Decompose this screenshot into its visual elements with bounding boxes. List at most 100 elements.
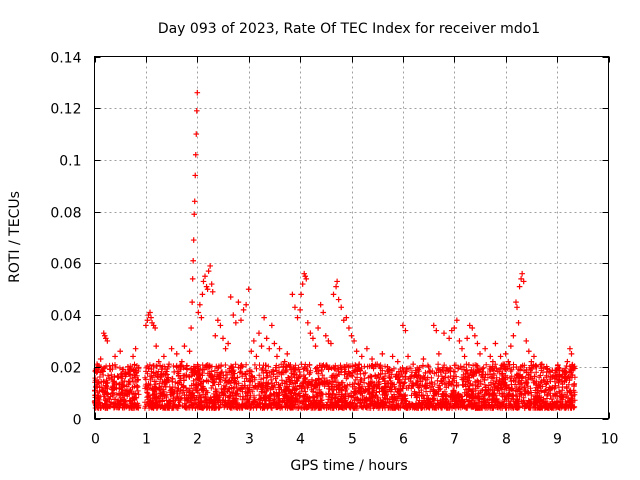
- data-point: [266, 345, 273, 352]
- data-point: [271, 340, 278, 347]
- data-point: [193, 131, 200, 137]
- data-point: [351, 338, 357, 344]
- y-tick-label: 0.08: [50, 206, 81, 222]
- data-point: [279, 369, 285, 375]
- data-point: [433, 327, 440, 334]
- data-point: [302, 273, 309, 280]
- data-point: [358, 353, 365, 360]
- data-point: [153, 343, 159, 349]
- data-point: [405, 353, 411, 360]
- data-point: [513, 299, 519, 305]
- data-point: [220, 335, 226, 342]
- data-point: [410, 361, 416, 367]
- data-point: [281, 358, 288, 365]
- data-point: [436, 351, 442, 357]
- data-point: [97, 356, 104, 362]
- data-point: [147, 309, 153, 316]
- gridlines: [94, 56, 609, 419]
- data-point: [487, 353, 494, 360]
- data-point: [289, 291, 296, 298]
- data-point: [202, 273, 208, 280]
- data-point: [400, 322, 406, 329]
- data-point: [335, 296, 342, 303]
- data-point: [338, 304, 345, 311]
- data-point: [353, 348, 360, 355]
- x-tick-label: 3: [245, 432, 254, 448]
- data-point: [310, 335, 316, 342]
- data-point: [464, 335, 470, 342]
- data-point: [204, 286, 211, 293]
- data-point: [189, 276, 196, 282]
- x-tick-label: 9: [553, 432, 562, 448]
- data-point: [430, 322, 437, 329]
- data-point: [188, 325, 194, 331]
- data-point: [125, 363, 131, 370]
- data-point: [186, 348, 193, 355]
- data-point: [323, 332, 329, 339]
- data-point: [235, 299, 242, 305]
- data-point: [130, 353, 136, 360]
- x-tick-label: 6: [399, 432, 408, 448]
- data-point: [325, 338, 332, 344]
- data-point: [346, 325, 352, 331]
- data-point: [173, 351, 180, 357]
- data-point: [497, 353, 504, 360]
- data-point: [109, 384, 116, 391]
- data-point: [334, 278, 340, 285]
- data-point: [215, 317, 221, 324]
- data-point: [261, 314, 267, 321]
- data-point: [514, 304, 520, 311]
- data-point: [100, 330, 107, 336]
- data-point: [163, 376, 170, 383]
- x-tick-label: 0: [91, 432, 100, 448]
- data-point: [179, 358, 185, 365]
- data-point: [307, 330, 314, 336]
- data-point: [374, 361, 380, 367]
- data-point: [212, 332, 219, 339]
- data-point: [122, 369, 129, 375]
- data-point: [333, 283, 339, 290]
- data-point: [190, 257, 196, 264]
- y-tick-label: 0.14: [50, 51, 81, 67]
- data-point: [533, 363, 540, 370]
- data-point: [155, 358, 162, 365]
- data-point: [568, 351, 575, 357]
- data-point: [510, 332, 517, 339]
- data-point: [312, 343, 319, 349]
- data-point: [208, 281, 215, 287]
- data-point: [502, 351, 509, 357]
- data-point: [482, 345, 488, 352]
- data-point: [554, 376, 560, 383]
- data-point: [477, 351, 483, 357]
- data-point: [402, 327, 409, 334]
- data-point: [454, 317, 460, 324]
- data-point: [516, 283, 523, 290]
- data-point: [456, 338, 463, 344]
- data-point: [256, 330, 262, 336]
- data-point: [94, 361, 100, 367]
- data-point: [230, 312, 237, 318]
- data-point: [127, 387, 134, 393]
- data-point: [556, 371, 563, 378]
- x-tick-label: 2: [193, 432, 202, 448]
- data-point: [315, 325, 321, 331]
- data-point: [240, 307, 247, 313]
- data-point: [92, 392, 99, 399]
- data-point: [191, 198, 198, 205]
- data-point: [209, 289, 216, 295]
- data-point: [519, 270, 525, 277]
- data-point: [564, 358, 571, 365]
- data-point: [299, 281, 306, 287]
- data-point: [526, 348, 532, 355]
- y-axis-label: ROTI / TECUs: [7, 191, 23, 283]
- data-point: [469, 325, 476, 331]
- y-tick-label: 0.02: [50, 361, 81, 377]
- data-point: [258, 343, 265, 349]
- chart-title: Day 093 of 2023, Rate Of TEC Index for r…: [158, 21, 540, 37]
- data-point: [144, 317, 151, 324]
- data-point: [112, 353, 118, 360]
- data-point: [301, 270, 308, 277]
- data-point: [538, 361, 545, 367]
- data-point: [448, 327, 455, 334]
